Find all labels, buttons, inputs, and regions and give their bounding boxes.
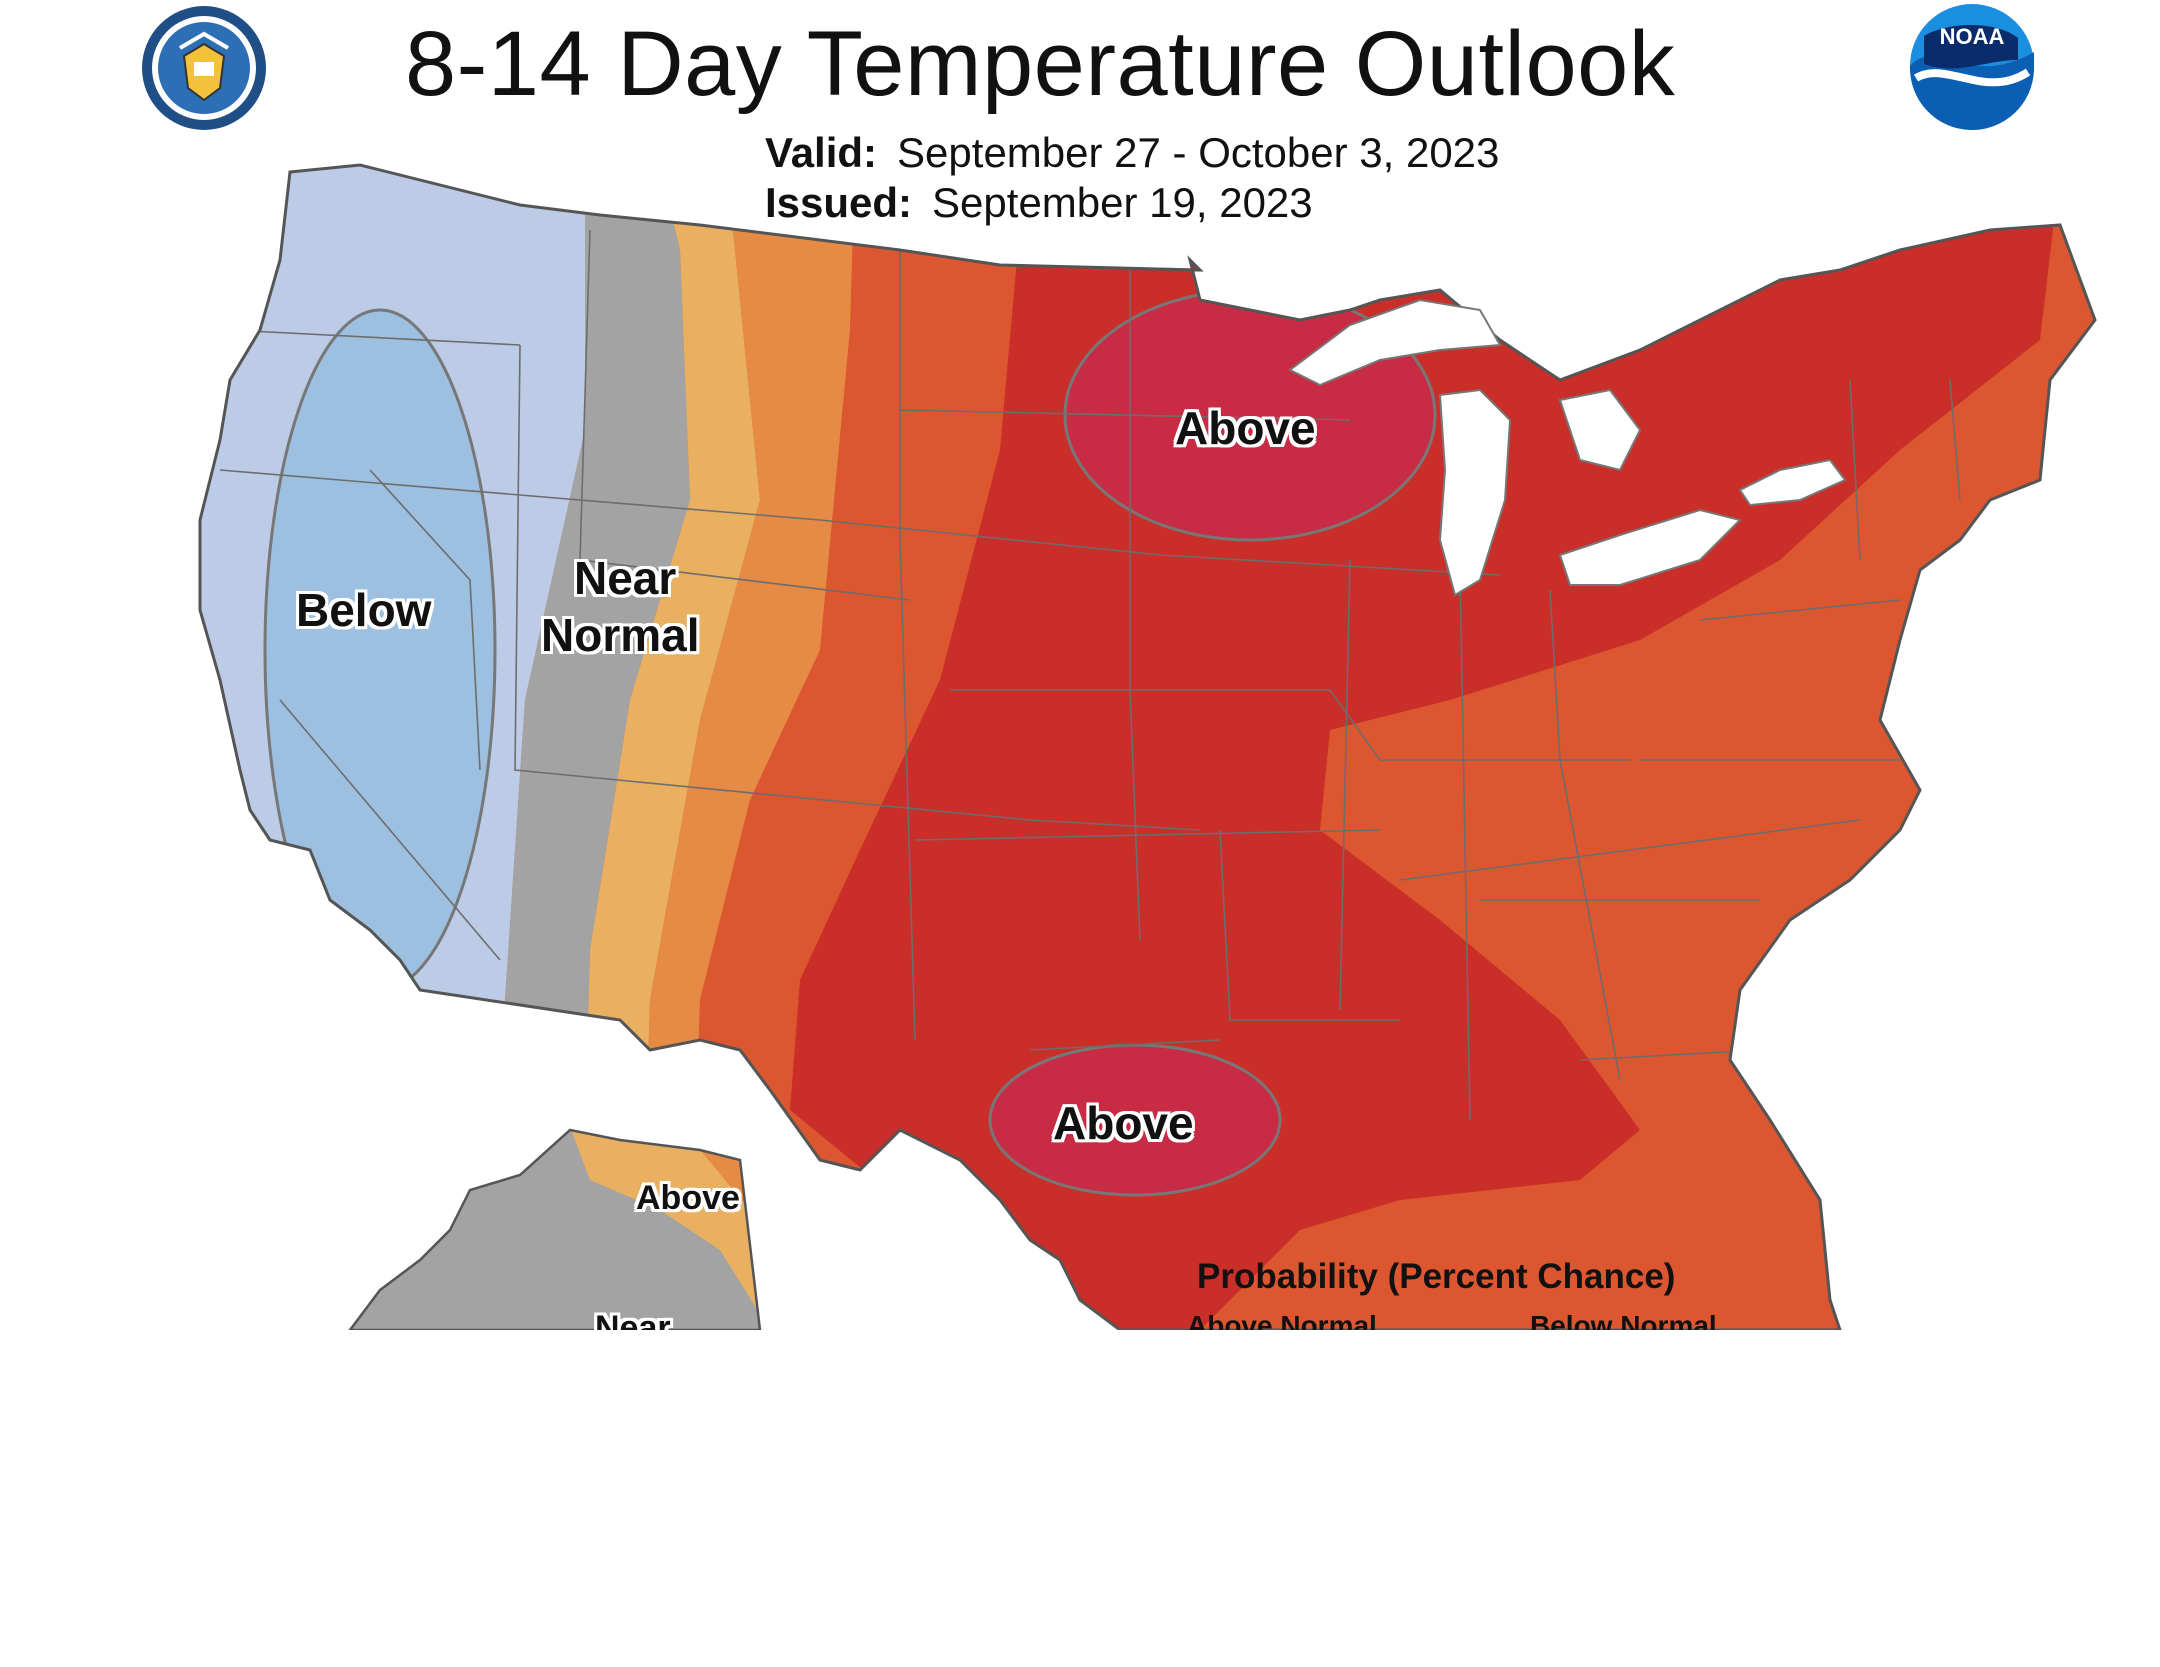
issued-value: September 19, 2023 <box>932 179 1313 226</box>
legend-title: Probability (Percent Chance) <box>1197 1257 1676 1296</box>
page-title: 8-14 Day Temperature Outlook <box>405 13 1676 115</box>
map-graphic <box>198 163 2097 1330</box>
noaa-logo-text: NOAA <box>1940 24 2005 49</box>
issued-row: Issued: September 19, 2023 <box>765 178 1499 228</box>
valid-value: September 27 - October 3, 2023 <box>897 129 1500 176</box>
region-label-near: Near <box>574 552 677 604</box>
valid-row: Valid: September 27 - October 3, 2023 <box>765 128 1499 178</box>
great-lakes <box>1288 298 1847 597</box>
issued-label: Issued: <box>765 179 913 226</box>
valid-label: Valid: <box>765 129 878 176</box>
region-label-above-texas: Above <box>1053 1097 1194 1149</box>
state-borders <box>219 229 1961 1121</box>
region-label-above-north: Above <box>1175 402 1316 454</box>
region-label-normal: Normal <box>541 609 700 661</box>
blank-area <box>0 1330 2160 1667</box>
date-block: Valid: September 27 - October 3, 2023 Iss… <box>765 128 1499 228</box>
outlook-map <box>198 163 2097 1330</box>
noaa-logo-icon: NOAA <box>1906 0 2038 137</box>
commerce-seal-icon <box>140 4 268 137</box>
us-coastline <box>198 163 2097 1330</box>
region-label-above-alaska: Above <box>636 1179 740 1217</box>
region-label-below: Below <box>296 584 432 636</box>
